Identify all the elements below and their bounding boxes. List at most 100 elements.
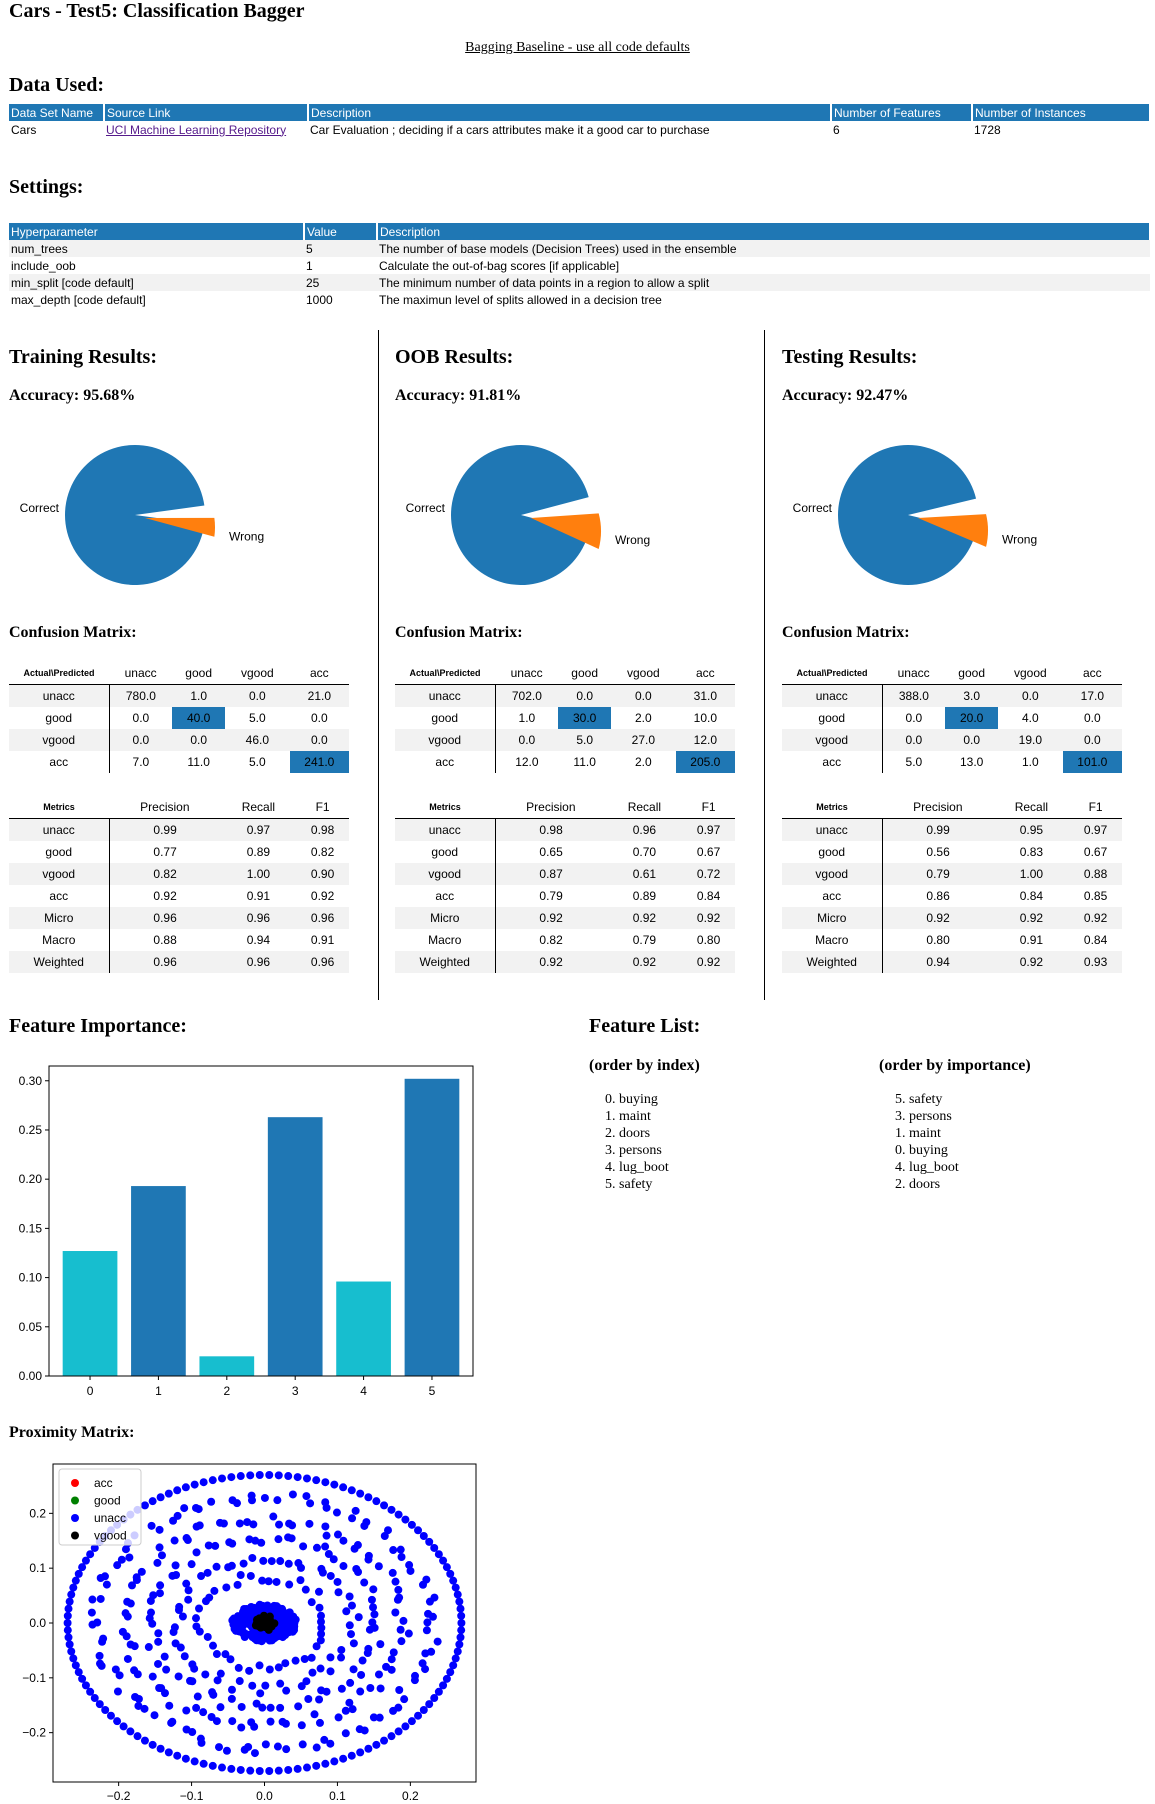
point xyxy=(165,1702,173,1710)
point xyxy=(245,1667,253,1675)
point xyxy=(179,1613,187,1621)
point xyxy=(255,1619,263,1627)
point xyxy=(452,1584,460,1592)
bar xyxy=(199,1356,254,1376)
metrics-row-label: vgood xyxy=(782,863,882,885)
point xyxy=(382,1663,390,1671)
point xyxy=(273,1602,281,1610)
point xyxy=(348,1752,356,1760)
point xyxy=(222,1583,230,1591)
metrics-cell: 0.92 xyxy=(495,907,607,929)
point xyxy=(235,1664,243,1672)
point xyxy=(162,1666,170,1674)
point xyxy=(408,1521,416,1529)
point xyxy=(308,1654,316,1662)
metrics-row-label: Macro xyxy=(9,929,109,951)
table-row: Macro 0.88 0.94 0.91 xyxy=(9,929,349,951)
point xyxy=(423,1626,431,1634)
accuracy-label: Accuracy: 92.47% xyxy=(782,387,908,405)
point xyxy=(251,1749,259,1757)
cm-cell: 40.0 xyxy=(172,707,225,729)
point xyxy=(154,1660,162,1668)
table-row: good 0.56 0.83 0.67 xyxy=(782,841,1122,863)
point xyxy=(352,1565,360,1573)
x-tick-label: 2 xyxy=(223,1384,230,1398)
cell: num_trees xyxy=(9,240,304,257)
point xyxy=(184,1596,192,1604)
point xyxy=(274,1535,282,1543)
cm-cell: 0.0 xyxy=(558,685,611,708)
cm-col-header: unacc xyxy=(109,662,172,685)
legend-marker xyxy=(71,1497,79,1505)
point xyxy=(199,1708,207,1716)
point xyxy=(195,1604,203,1612)
point xyxy=(397,1637,405,1645)
table-row: acc 0.79 0.89 0.84 xyxy=(395,885,735,907)
accuracy-label: Accuracy: 95.68% xyxy=(9,387,135,405)
pie-slice-correct xyxy=(838,445,976,585)
table-row: good 0.0 40.0 5.0 0.0 xyxy=(9,707,349,729)
cm-cell: 2.0 xyxy=(611,751,676,773)
point xyxy=(256,1471,264,1479)
point xyxy=(99,1635,107,1643)
point xyxy=(131,1642,139,1650)
point xyxy=(347,1630,355,1638)
metrics-cell: 0.87 xyxy=(495,863,607,885)
point xyxy=(258,1577,266,1585)
metrics-cell: 0.82 xyxy=(296,841,349,863)
metrics-row-label: Micro xyxy=(782,907,882,929)
x-tick-label: 0 xyxy=(87,1384,94,1398)
point xyxy=(282,1745,290,1753)
point xyxy=(196,1628,204,1636)
metrics-cell: 0.80 xyxy=(882,929,994,951)
cm-row-label: acc xyxy=(782,751,882,773)
point xyxy=(154,1629,162,1637)
point xyxy=(281,1659,289,1667)
metrics-cell: 0.92 xyxy=(682,951,735,973)
point xyxy=(269,1513,277,1521)
point xyxy=(375,1670,383,1678)
metrics-row-label: Macro xyxy=(395,929,495,951)
point xyxy=(188,1728,196,1736)
point xyxy=(282,1687,290,1695)
cm-col-header: unacc xyxy=(882,662,945,685)
point xyxy=(218,1474,226,1482)
point xyxy=(454,1591,462,1599)
point xyxy=(205,1541,213,1549)
table-row: vgood 0.79 1.00 0.88 xyxy=(782,863,1122,885)
point xyxy=(194,1693,202,1701)
point xyxy=(389,1546,397,1554)
y-tick-label: 0.10 xyxy=(19,1271,43,1285)
cell: The maximun level of splits allowed in a… xyxy=(377,291,1150,308)
point xyxy=(434,1638,442,1646)
point xyxy=(275,1521,283,1529)
legend-marker xyxy=(71,1532,79,1540)
point xyxy=(364,1645,372,1653)
cm-cell: 0.0 xyxy=(109,729,172,751)
point xyxy=(345,1699,353,1707)
point xyxy=(282,1720,290,1728)
cm-cell: 7.0 xyxy=(109,751,172,773)
confusion-matrix-table: Actual\Predicted unacc good vgood acc unacc 70… xyxy=(395,662,735,773)
point xyxy=(185,1586,193,1594)
point xyxy=(452,1654,460,1662)
point xyxy=(237,1472,245,1480)
metrics-cell: 0.83 xyxy=(994,841,1069,863)
point xyxy=(395,1511,403,1519)
point xyxy=(397,1626,405,1634)
point xyxy=(204,1633,212,1641)
feature-list-heading: Feature List: xyxy=(589,1015,700,1038)
metrics-cell: 0.92 xyxy=(994,951,1069,973)
col-header: Source Link xyxy=(104,104,308,121)
point xyxy=(304,1695,312,1703)
point xyxy=(247,1572,255,1580)
point xyxy=(276,1680,284,1688)
table-row: Weighted 0.92 0.92 0.92 xyxy=(395,951,735,973)
point xyxy=(346,1679,354,1687)
metrics-cell: 0.92 xyxy=(109,885,221,907)
table-row: vgood 0.87 0.61 0.72 xyxy=(395,863,735,885)
metrics-cell: 0.99 xyxy=(109,819,221,842)
point xyxy=(165,1748,173,1756)
source-link[interactable]: UCI Machine Learning Repository xyxy=(106,123,286,137)
point xyxy=(191,1757,199,1765)
